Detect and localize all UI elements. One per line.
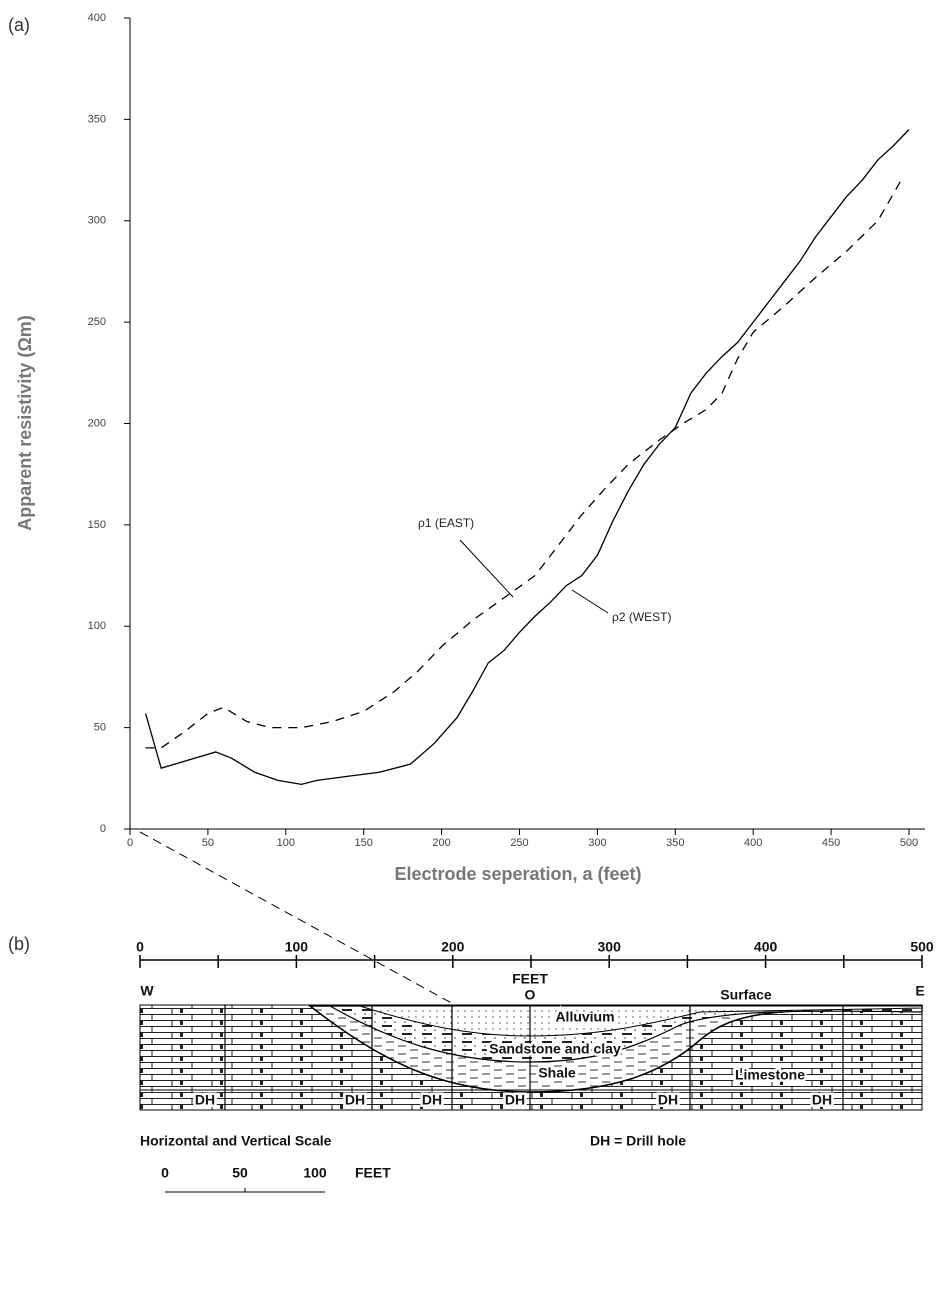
west-label: W bbox=[140, 983, 154, 999]
feet-label: FEET bbox=[512, 971, 548, 987]
drill-hole-label: DH bbox=[658, 1092, 678, 1108]
scale-bar: 0 50 100 bbox=[161, 1165, 327, 1181]
alluvium bbox=[359, 1005, 923, 1037]
y-tick-label: 400 bbox=[88, 12, 106, 24]
panel-label: (b) bbox=[8, 934, 30, 954]
series-line bbox=[145, 179, 902, 749]
feet-tick-label: 300 bbox=[598, 939, 622, 955]
scale-bar-unit: FEET bbox=[355, 1165, 391, 1181]
y-tick-label: 50 bbox=[94, 722, 106, 734]
feet-tick-label: 100 bbox=[285, 939, 309, 955]
drill-hole-label: DH bbox=[505, 1092, 525, 1108]
y-tick-label: 100 bbox=[88, 620, 106, 632]
series-annotation: ρ2 (WEST) bbox=[612, 610, 672, 624]
x-tick-label: 350 bbox=[666, 837, 684, 849]
x-tick-label: 400 bbox=[744, 837, 762, 849]
y-tick-label: 0 bbox=[100, 823, 106, 835]
surface-label: Surface bbox=[720, 987, 772, 1003]
feet-tick-label: 200 bbox=[441, 939, 465, 955]
x-tick-label: 500 bbox=[900, 837, 918, 849]
drill-hole-label: DH bbox=[812, 1092, 832, 1108]
x-tick-label: 150 bbox=[355, 837, 373, 849]
origin-label: O bbox=[525, 987, 536, 1003]
x-axis-title: Electrode seperation, a (feet) bbox=[394, 864, 641, 884]
y-tick-label: 200 bbox=[88, 417, 106, 429]
key: DH = Drill hole bbox=[590, 1133, 686, 1149]
x-tick-label: 100 bbox=[277, 837, 295, 849]
series-line bbox=[144, 129, 910, 786]
drill-hole-label: DH bbox=[345, 1092, 365, 1108]
feet-tick-label: 0 bbox=[136, 939, 144, 955]
annotation-leader bbox=[459, 539, 514, 598]
feet-tick-label: 500 bbox=[910, 939, 934, 955]
drill-hole-label: DH bbox=[195, 1092, 215, 1108]
y-tick-label: 300 bbox=[88, 215, 106, 227]
east-label: E bbox=[915, 983, 924, 999]
x-tick-label: 50 bbox=[202, 837, 214, 849]
scale-bar-label: 0 bbox=[161, 1165, 169, 1181]
y-axis-title: Apparent resistivity (Ωm) bbox=[15, 315, 35, 530]
x-tick-label: 250 bbox=[510, 837, 528, 849]
annotation-leader bbox=[571, 589, 609, 614]
layer-label: Limestone bbox=[735, 1067, 805, 1083]
y-tick-label: 150 bbox=[88, 519, 106, 531]
x-tick-label: 0 bbox=[127, 837, 133, 849]
x-tick-label: 200 bbox=[432, 837, 450, 849]
x-tick-label: 300 bbox=[588, 837, 606, 849]
feet-ticks: 0 100 200 300 400 500 bbox=[136, 939, 934, 968]
drill-lines bbox=[224, 1005, 844, 1110]
panel-label: (a) bbox=[8, 15, 30, 35]
series-annotation: ρ1 (EAST) bbox=[418, 516, 474, 530]
y-tick-label: 250 bbox=[88, 316, 106, 328]
scale-bar-label: 50 bbox=[232, 1165, 248, 1181]
layer-label: Shale bbox=[538, 1065, 576, 1081]
drill-hole-label: DH bbox=[422, 1092, 442, 1108]
layer-label: Sandstone and clay bbox=[489, 1041, 621, 1057]
feet-tick-label: 400 bbox=[754, 939, 778, 955]
scale-caption: Horizontal and Vertical Scale bbox=[140, 1133, 332, 1149]
layer-label: Alluvium bbox=[555, 1009, 614, 1025]
x-tick-label: 450 bbox=[822, 837, 840, 849]
y-tick-label: 350 bbox=[88, 113, 106, 125]
scale-bar-label: 100 bbox=[303, 1165, 327, 1181]
drill-holes: DH DH DH DH DH DH bbox=[192, 1089, 834, 1110]
